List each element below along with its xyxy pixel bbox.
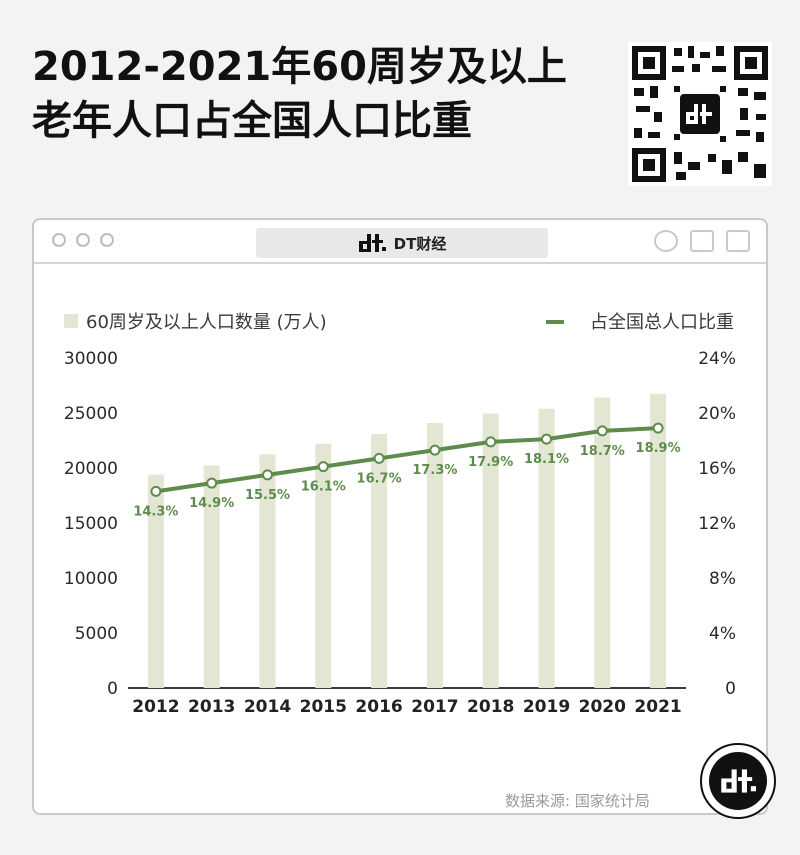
legend-bar-swatch	[64, 314, 78, 328]
y-left-tick-label: 20000	[64, 459, 118, 479]
maximize-dot-icon	[100, 233, 114, 247]
x-tick-label: 2019	[523, 697, 570, 717]
bar	[650, 393, 667, 688]
x-tick-label: 2013	[188, 697, 235, 717]
document-icon	[690, 230, 714, 252]
brand-name: DT财经	[393, 234, 447, 253]
data-label: 17.9%	[468, 455, 513, 470]
y-left-tick-label: 25000	[64, 404, 118, 424]
y-right-tick-label: 16%	[698, 459, 736, 479]
line-point	[206, 477, 218, 489]
data-label: 16.1%	[301, 480, 346, 495]
x-tick-label: 2015	[300, 697, 347, 717]
y-right-tick-label: 0	[725, 679, 736, 699]
y-right-tick-label: 20%	[698, 404, 736, 424]
minimize-dot-icon	[76, 233, 90, 247]
data-label: 14.3%	[133, 504, 178, 519]
bar	[315, 443, 332, 688]
bar	[203, 465, 220, 688]
brand-bar: DT财经	[256, 228, 548, 258]
x-tick-label: 2016	[355, 697, 402, 717]
legend-line-label: 占全国总人口比重	[590, 312, 734, 333]
y-right-tick-label: 24%	[698, 349, 736, 369]
y-left-tick-label: 15000	[64, 514, 118, 534]
line-point	[541, 433, 552, 445]
line-point	[262, 469, 273, 481]
y-right-tick-label: 4%	[709, 624, 736, 644]
x-tick-label: 2017	[411, 697, 458, 717]
legend-line-swatch	[546, 320, 564, 324]
data-label: 18.9%	[636, 441, 681, 456]
line-point	[485, 436, 497, 448]
bar	[259, 454, 276, 688]
y-left-tick-label: 5000	[75, 624, 118, 644]
dt-logo-icon	[358, 234, 386, 252]
x-tick-label: 2014	[244, 697, 291, 717]
title-line-2: 老年人口占全国人口比重	[32, 98, 472, 144]
data-source: 数据来源: 国家统计局	[505, 792, 650, 810]
data-label: 18.1%	[524, 452, 569, 467]
toggle-icon	[654, 230, 678, 252]
dt-badge-icon	[700, 743, 776, 819]
line-point	[652, 422, 664, 434]
bar	[538, 408, 555, 688]
data-label: 15.5%	[245, 488, 290, 503]
x-tick-label: 2021	[634, 697, 681, 717]
data-label: 17.3%	[412, 463, 457, 478]
line-point	[429, 444, 441, 456]
series-line	[155, 426, 659, 494]
y-left-tick-label: 30000	[64, 349, 118, 369]
qr-code-icon	[628, 42, 772, 186]
data-label: 14.9%	[189, 496, 234, 511]
bar	[426, 423, 443, 688]
bar	[371, 434, 388, 688]
bar	[482, 413, 499, 688]
y-left-tick-label: 10000	[64, 569, 118, 589]
line-point	[596, 425, 608, 437]
y-left-tick-label: 0	[107, 679, 118, 699]
line-point	[317, 461, 329, 473]
bar	[147, 474, 164, 688]
title-line-1: 2012-2021年60周岁及以上	[32, 44, 567, 90]
card-title-bar: DT财经	[34, 220, 766, 264]
line-point	[150, 485, 162, 497]
data-label: 18.7%	[580, 444, 625, 459]
bar	[594, 397, 611, 688]
page-title: 2012-2021年60周岁及以上 老年人口占全国人口比重	[32, 40, 567, 148]
window-icon	[726, 230, 750, 252]
x-tick-label: 2012	[132, 697, 179, 717]
x-tick-label: 2018	[467, 697, 514, 717]
line-point	[373, 452, 385, 464]
x-tick-label: 2020	[579, 697, 626, 717]
data-label: 16.7%	[357, 471, 402, 486]
y-right-tick-label: 8%	[709, 569, 736, 589]
legend-bar-label: 60周岁及以上人口数量 (万人)	[86, 312, 327, 333]
y-right-tick-label: 12%	[698, 514, 736, 534]
close-dot-icon	[52, 233, 66, 247]
